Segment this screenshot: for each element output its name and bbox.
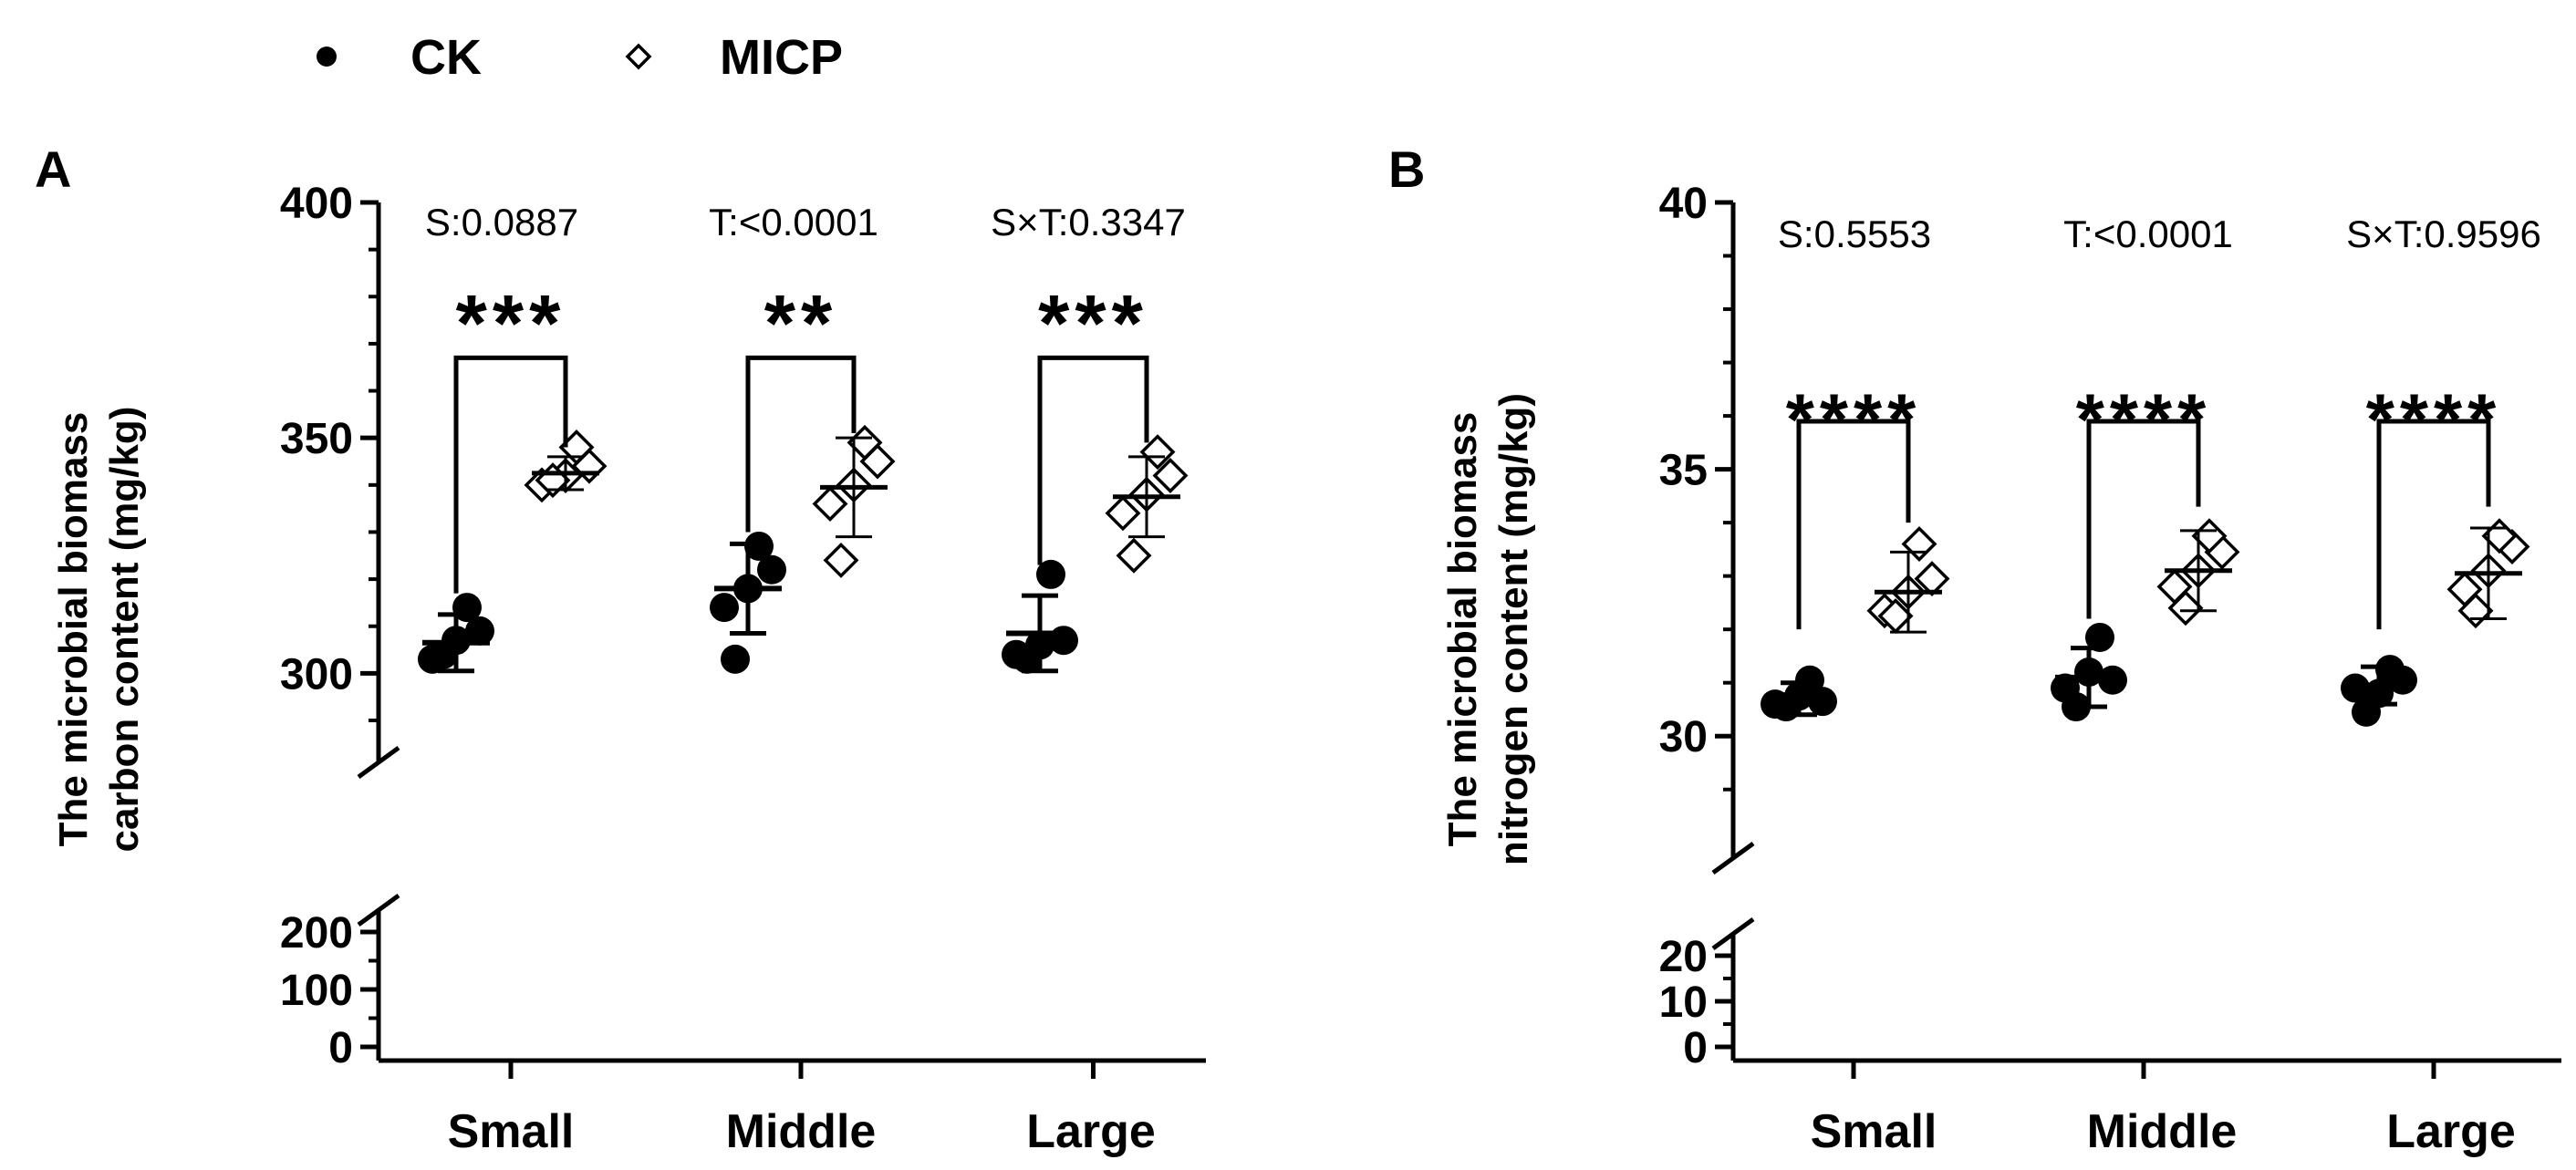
panel-b-small-significance-bracket (1796, 419, 1911, 630)
panel-a-axis-break-mark-2 (357, 893, 400, 927)
panel-b-label: B (1388, 140, 1425, 198)
panel-b-marks: **** **** **** (1761, 379, 2530, 727)
panel-a-large-ck-point (1049, 626, 1078, 656)
panel-b-large-significance-bracket (2376, 419, 2491, 630)
panel-b-ylabel-line-2: nitrogen content (mg/kg) (1491, 393, 1536, 865)
panel-a-x-tick-large: Large (1026, 1105, 1156, 1158)
panel-a-y-tick-label-400: 400 (280, 180, 353, 228)
panel-b-x-tick-middle: Middle (2087, 1105, 2238, 1158)
panel-a-middle-significance-bracket (745, 355, 857, 533)
panel-b-large-ck-point (2375, 655, 2405, 685)
panel-a-large-micp-point (1139, 434, 1176, 471)
panel-b-small-significance-stars: **** (1786, 379, 1922, 461)
panel-a: A The microbial biomass carbon content (… (35, 140, 1206, 1158)
legend-ck-label: CK (410, 30, 482, 85)
panel-a-middle-ck-point (710, 593, 739, 623)
panel-a-ylabel-line-2: carbon content (mg/kg) (102, 407, 147, 853)
panel-b-middle-ck-point (2085, 622, 2114, 652)
panel-a-x-tick-small: Small (448, 1105, 575, 1158)
panel-a-axes: 300 350 400 0 100 200 (280, 180, 1206, 1079)
panel-a-y-tick-label-300: 300 (280, 650, 353, 699)
panel-a-small-significance-bracket (453, 355, 568, 594)
panel-b-ylabel-line-1: The microbial biomass (1440, 412, 1485, 847)
panel-a-large-ck-point (1013, 644, 1042, 674)
panel-b-stat-s: S:0.5553 (1778, 212, 1931, 255)
panel-a-small-significance-stars: *** (456, 278, 566, 368)
panel-b-y-tick-label-30: 30 (1659, 713, 1708, 761)
panel-a-middle-ck-point (757, 554, 786, 585)
panel-a-x-tick-middle: Middle (726, 1105, 877, 1158)
panel-b-middle-significance-stars: **** (2076, 379, 2212, 461)
panel-b-middle-significance-bracket (2086, 419, 2201, 619)
panel-b-y-tick-label-20: 20 (1659, 933, 1708, 981)
panel-b-y-tick-label-40: 40 (1659, 180, 1708, 228)
panel-b-large-significance-stars: **** (2366, 379, 2502, 461)
panel-b-y-axis-label: The microbial biomass nitrogen content (… (1440, 393, 1536, 865)
panel-a-large-micp-point (1152, 458, 1189, 493)
panel-b-y-tick-label-35: 35 (1659, 447, 1708, 495)
panel-b-y-tick-label-10: 10 (1659, 978, 1708, 1027)
panel-a-marks: *** ** *** (418, 278, 1189, 674)
panel-a-stat-sxt: S×T:0.3347 (991, 201, 1186, 243)
panel-b-middle-micp-point (2167, 590, 2204, 626)
legend-micp-marker (625, 43, 652, 70)
panel-b-x-tick-large: Large (2386, 1105, 2516, 1158)
legend-ck-marker (317, 47, 337, 67)
panel-a-middle-ck-point (721, 644, 750, 674)
panel-a-middle-ck-point (744, 531, 774, 561)
panel-a-y-axis-label: The microbial biomass carbon content (mg… (51, 407, 147, 853)
panel-a-middle-significance-stars: ** (764, 278, 838, 368)
panel-a-middle-micp-point (812, 485, 848, 522)
panel-b: B The microbial biomass nitrogen content… (1388, 140, 2561, 1158)
panel-a-large-micp-point (1105, 495, 1141, 532)
panel-a-stat-s: S:0.0887 (425, 201, 578, 243)
panel-a-large-ck-point (1036, 559, 1065, 589)
panel-a-y-tick-label-200: 200 (280, 909, 353, 958)
panel-a-axis-break-mark-1 (357, 745, 400, 780)
panel-a-label: A (35, 140, 71, 198)
panel-a-y-tick-label-350: 350 (280, 415, 353, 463)
panel-a-ylabel-line-1: The microbial biomass (51, 412, 96, 847)
panel-a-y-tick-label-0: 0 (328, 1024, 353, 1072)
panel-a-large-micp-point (1116, 537, 1152, 574)
panel-b-y-tick-label-0: 0 (1683, 1024, 1708, 1072)
panel-a-small-ck-point (429, 639, 458, 669)
panel-b-axis-break-mark-2 (1711, 916, 1755, 951)
panel-a-stat-t: T:<0.0001 (709, 201, 878, 243)
panel-a-large-significance-stars: *** (1038, 278, 1148, 368)
panel-a-middle-micp-point (823, 542, 859, 578)
panel-b-stat-t: T:<0.0001 (2063, 212, 2233, 255)
panel-b-x-tick-small: Small (1811, 1105, 1937, 1158)
panel-b-axis-break-mark-1 (1711, 841, 1755, 875)
legend-micp-label: MICP (720, 30, 843, 85)
panel-a-large-significance-bracket (1037, 355, 1149, 565)
legend: CK MICP (317, 30, 843, 85)
panel-a-small-ck-point (465, 616, 494, 646)
panel-a-y-tick-label-100: 100 (280, 967, 353, 1015)
panel-b-stat-sxt: S×T:0.9596 (2346, 212, 2541, 255)
panel-b-small-ck-point (1795, 665, 1824, 695)
